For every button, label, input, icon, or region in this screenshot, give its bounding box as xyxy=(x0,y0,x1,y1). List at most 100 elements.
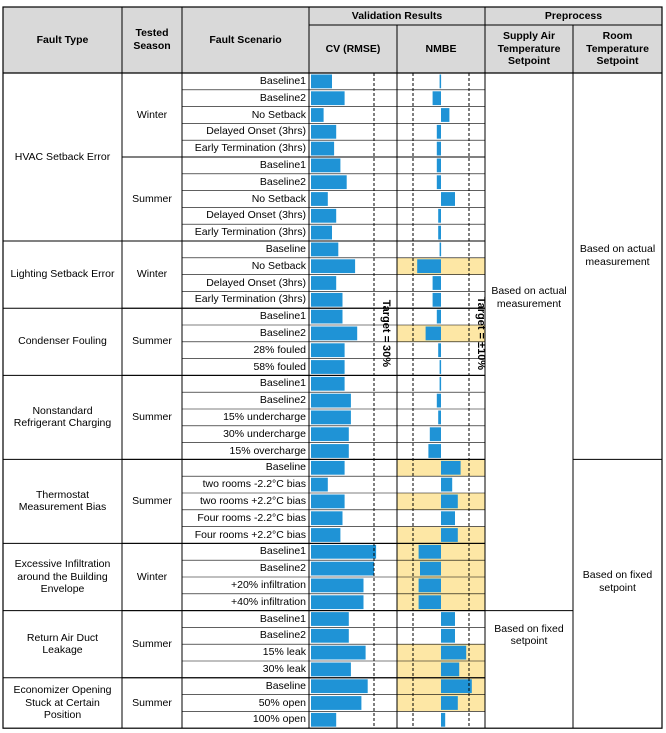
nmbe-bar xyxy=(437,394,441,408)
cv-bar xyxy=(311,528,340,542)
scenario-label: 28% fouled xyxy=(182,342,309,359)
cv-bar xyxy=(311,427,349,441)
cv-bar xyxy=(311,259,355,273)
scenario-label: Baseline1 xyxy=(182,157,309,174)
cv-bar xyxy=(311,545,376,559)
cv-bar xyxy=(311,175,347,189)
nmbe-bar xyxy=(438,411,441,425)
nmbe-bar xyxy=(440,243,442,257)
cv-bar xyxy=(311,713,336,727)
nmbe-bar xyxy=(433,276,441,290)
scenario-label: Delayed Onset (3hrs) xyxy=(182,123,309,140)
season-label: Summer xyxy=(122,375,182,459)
cv-target-label: Target = 30% xyxy=(380,300,392,368)
scenario-label: No Setback xyxy=(182,107,309,124)
nmbe-bar xyxy=(417,259,441,273)
season-label: Summer xyxy=(122,308,182,375)
cv-bar xyxy=(311,495,345,509)
nmbe-bar xyxy=(441,646,466,660)
scenario-label: 100% open xyxy=(182,711,309,728)
scenario-label: Baseline2 xyxy=(182,392,309,409)
scenario-label: Baseline xyxy=(182,241,309,258)
scenario-label: Baseline1 xyxy=(182,543,309,560)
nmbe-bar xyxy=(438,209,441,223)
nmbe-bar xyxy=(441,713,445,727)
cv-bar xyxy=(311,243,338,257)
nmbe-bar xyxy=(428,444,441,458)
season-label: Summer xyxy=(122,678,182,728)
scenario-label: Baseline xyxy=(182,459,309,476)
header-cv-rmse: CV (RMSE) xyxy=(309,25,397,73)
nmbe-bar xyxy=(419,545,441,559)
header-fault-scenario: Fault Scenario xyxy=(182,7,309,73)
nmbe-bar xyxy=(419,595,441,609)
header-fault-type: Fault Type xyxy=(3,7,122,73)
nmbe-bar xyxy=(441,478,452,492)
scenario-label: 15% leak xyxy=(182,644,309,661)
nmbe-bar xyxy=(430,427,441,441)
cv-bar xyxy=(311,646,366,660)
cv-bar xyxy=(311,142,334,156)
nmbe-bar xyxy=(419,579,441,593)
scenario-label: +20% infiltration xyxy=(182,577,309,594)
scenario-label: Baseline2 xyxy=(182,90,309,107)
cv-bar xyxy=(311,444,349,458)
scenario-label: Baseline2 xyxy=(182,325,309,342)
header-supply-air-setpoint: Supply Air Temperature Setpoint xyxy=(485,25,573,73)
cv-bar xyxy=(311,595,364,609)
fault-type-label: Nonstandard Refrigerant Charging xyxy=(3,375,122,459)
cv-bar xyxy=(311,562,374,576)
fault-type-label: Lighting Setback Error xyxy=(3,241,122,308)
nmbe-bar xyxy=(441,696,458,710)
scenario-label: 30% leak xyxy=(182,661,309,678)
nmbe-bar xyxy=(441,629,455,643)
scenario-label: Baseline1 xyxy=(182,73,309,90)
scenario-label: Early Termination (3hrs) xyxy=(182,224,309,241)
nmbe-bar xyxy=(433,91,441,105)
scenario-label: Four rooms -2.2°C bias xyxy=(182,510,309,527)
header-validation-results: Validation Results xyxy=(309,7,485,25)
supply-air-preprocess: Based on fixed setpoint xyxy=(485,611,573,729)
scenario-label: Baseline1 xyxy=(182,308,309,325)
scenario-label: 30% undercharge xyxy=(182,426,309,443)
cv-bar xyxy=(311,629,349,643)
scenario-label: Four rooms +2.2°C bias xyxy=(182,527,309,544)
scenario-label: Baseline2 xyxy=(182,174,309,191)
fault-type-label: Thermostat Measurement Bias xyxy=(3,459,122,543)
header-nmbe: NMBE xyxy=(397,25,485,73)
header-preprocess: Preprocess xyxy=(485,7,662,25)
scenario-label: two rooms -2.2°C bias xyxy=(182,476,309,493)
nmbe-bar xyxy=(420,562,441,576)
nmbe-bar xyxy=(441,495,458,509)
scenario-label: No Setback xyxy=(182,191,309,208)
nmbe-bar xyxy=(437,125,441,139)
nmbe-bar xyxy=(433,293,441,307)
scenario-label: 15% undercharge xyxy=(182,409,309,426)
season-label: Summer xyxy=(122,157,182,241)
scenario-label: Baseline1 xyxy=(182,611,309,628)
cv-bar xyxy=(311,276,336,290)
cv-bar xyxy=(311,679,368,693)
nmbe-bar xyxy=(441,192,455,206)
nmbe-bar xyxy=(437,159,441,173)
nmbe-bar xyxy=(441,461,461,475)
nmbe-bar xyxy=(441,679,472,693)
cv-bar xyxy=(311,125,336,139)
scenario-label: Baseline2 xyxy=(182,560,309,577)
scenario-label: No Setback xyxy=(182,258,309,275)
cv-bar xyxy=(311,663,351,677)
fault-type-label: Economizer Opening Stuck at Certain Posi… xyxy=(3,678,122,728)
scenario-label: 15% overcharge xyxy=(182,443,309,460)
season-label: Summer xyxy=(122,611,182,678)
cv-bar xyxy=(311,377,345,391)
cv-bar xyxy=(311,461,345,475)
nmbe-bar xyxy=(441,663,459,677)
nmbe-bar xyxy=(437,310,441,324)
header-room-temp-setpoint: Room Temperature Setpoint xyxy=(573,25,662,73)
scenario-label: Baseline1 xyxy=(182,375,309,392)
nmbe-bar xyxy=(440,360,442,374)
nmbe-bar xyxy=(438,226,441,240)
scenario-label: Baseline xyxy=(182,678,309,695)
scenario-label: 58% fouled xyxy=(182,359,309,376)
cv-bar xyxy=(311,360,345,374)
